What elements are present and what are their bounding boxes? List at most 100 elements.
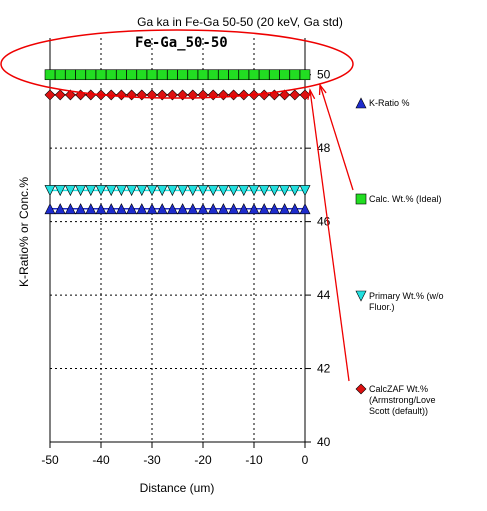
legend-marker	[355, 383, 367, 395]
data-point	[228, 185, 240, 197]
data-point	[207, 69, 219, 81]
data-point	[238, 203, 250, 215]
data-point	[85, 69, 97, 81]
data-point	[279, 89, 291, 101]
data-point	[156, 69, 168, 81]
x-tick-label: -40	[92, 453, 110, 467]
data-point	[156, 185, 168, 197]
data-point	[289, 69, 301, 81]
data-point	[187, 203, 199, 215]
data-point	[105, 69, 117, 81]
data-point	[177, 203, 189, 215]
data-point	[54, 203, 66, 215]
data-point	[126, 185, 138, 197]
highlight-ellipse	[0, 29, 354, 99]
data-point	[207, 89, 219, 101]
x-tick-label: -20	[194, 453, 212, 467]
data-point	[136, 69, 148, 81]
data-point	[116, 69, 127, 81]
plot-axes	[49, 38, 311, 448]
data-point	[279, 69, 290, 81]
arrow-head	[307, 88, 316, 100]
data-point	[228, 69, 239, 81]
data-point	[248, 69, 260, 81]
data-point	[207, 203, 219, 215]
data-point	[289, 89, 301, 101]
chart-title: Ga ka in Fe-Ga 50-50 (20 keV, Ga std)	[137, 15, 343, 29]
data-point	[299, 185, 311, 197]
x-tick-label: -30	[143, 453, 161, 467]
data-point	[44, 69, 56, 81]
data-point	[268, 203, 280, 215]
data-point	[258, 89, 270, 101]
x-tick-label: -50	[41, 453, 59, 467]
x-tick-label: -10	[245, 453, 263, 467]
data-point	[197, 69, 209, 81]
inset-label: Fe-Ga_50-50	[135, 35, 228, 51]
data-point	[299, 69, 311, 81]
data-point	[75, 203, 87, 215]
data-point	[95, 203, 107, 215]
data-point	[146, 69, 158, 81]
data-point	[126, 89, 138, 101]
data-point	[146, 185, 158, 197]
data-point	[197, 185, 209, 197]
x-tick-label: 0	[302, 453, 309, 467]
data-point	[115, 89, 127, 101]
data-point	[95, 69, 107, 81]
data-point	[228, 203, 240, 215]
data-point	[44, 89, 56, 101]
data-point	[187, 185, 199, 197]
data-point	[54, 69, 66, 81]
y-tick-label: 50	[317, 68, 331, 82]
data-point	[228, 89, 240, 101]
data-point	[65, 69, 76, 81]
y-tick-label: 44	[317, 288, 331, 302]
data-point	[54, 89, 66, 101]
legend-marker	[355, 290, 367, 302]
data-point	[136, 185, 148, 197]
data-point	[248, 203, 260, 215]
data-point	[64, 203, 76, 215]
data-point	[166, 185, 178, 197]
data-point	[167, 69, 178, 81]
annotation-arrow	[309, 89, 350, 382]
data-point	[177, 69, 188, 81]
data-point	[75, 185, 87, 197]
data-point	[207, 185, 219, 197]
data-point	[217, 185, 229, 197]
data-point	[115, 185, 127, 197]
data-markers	[44, 69, 311, 215]
data-point	[136, 203, 148, 215]
data-point	[126, 203, 138, 215]
data-point	[248, 185, 260, 197]
data-point	[115, 203, 127, 215]
data-point	[54, 185, 66, 197]
data-point	[217, 89, 229, 101]
data-point	[279, 203, 291, 215]
data-point	[105, 185, 117, 197]
data-point	[289, 185, 301, 197]
annotations	[0, 29, 354, 382]
data-point	[105, 203, 117, 215]
data-point	[258, 185, 270, 197]
data-point	[279, 185, 291, 197]
data-point	[238, 185, 250, 197]
legend-label: Calc. Wt.% (Ideal)	[369, 194, 442, 204]
data-point	[64, 89, 76, 101]
y-tick-label: 40	[317, 435, 331, 449]
y-axis-label: K-Ratio% or Conc.%	[17, 177, 31, 287]
data-point	[75, 69, 86, 81]
data-point	[177, 185, 189, 197]
y-tick-label: 48	[317, 141, 331, 155]
data-point	[268, 185, 280, 197]
data-point	[217, 203, 229, 215]
data-point	[95, 185, 107, 197]
data-point	[197, 203, 209, 215]
legend-label: K-Ratio %	[369, 98, 410, 108]
legend-marker	[355, 97, 367, 109]
data-point	[218, 69, 229, 81]
annotation-arrow	[319, 84, 354, 191]
